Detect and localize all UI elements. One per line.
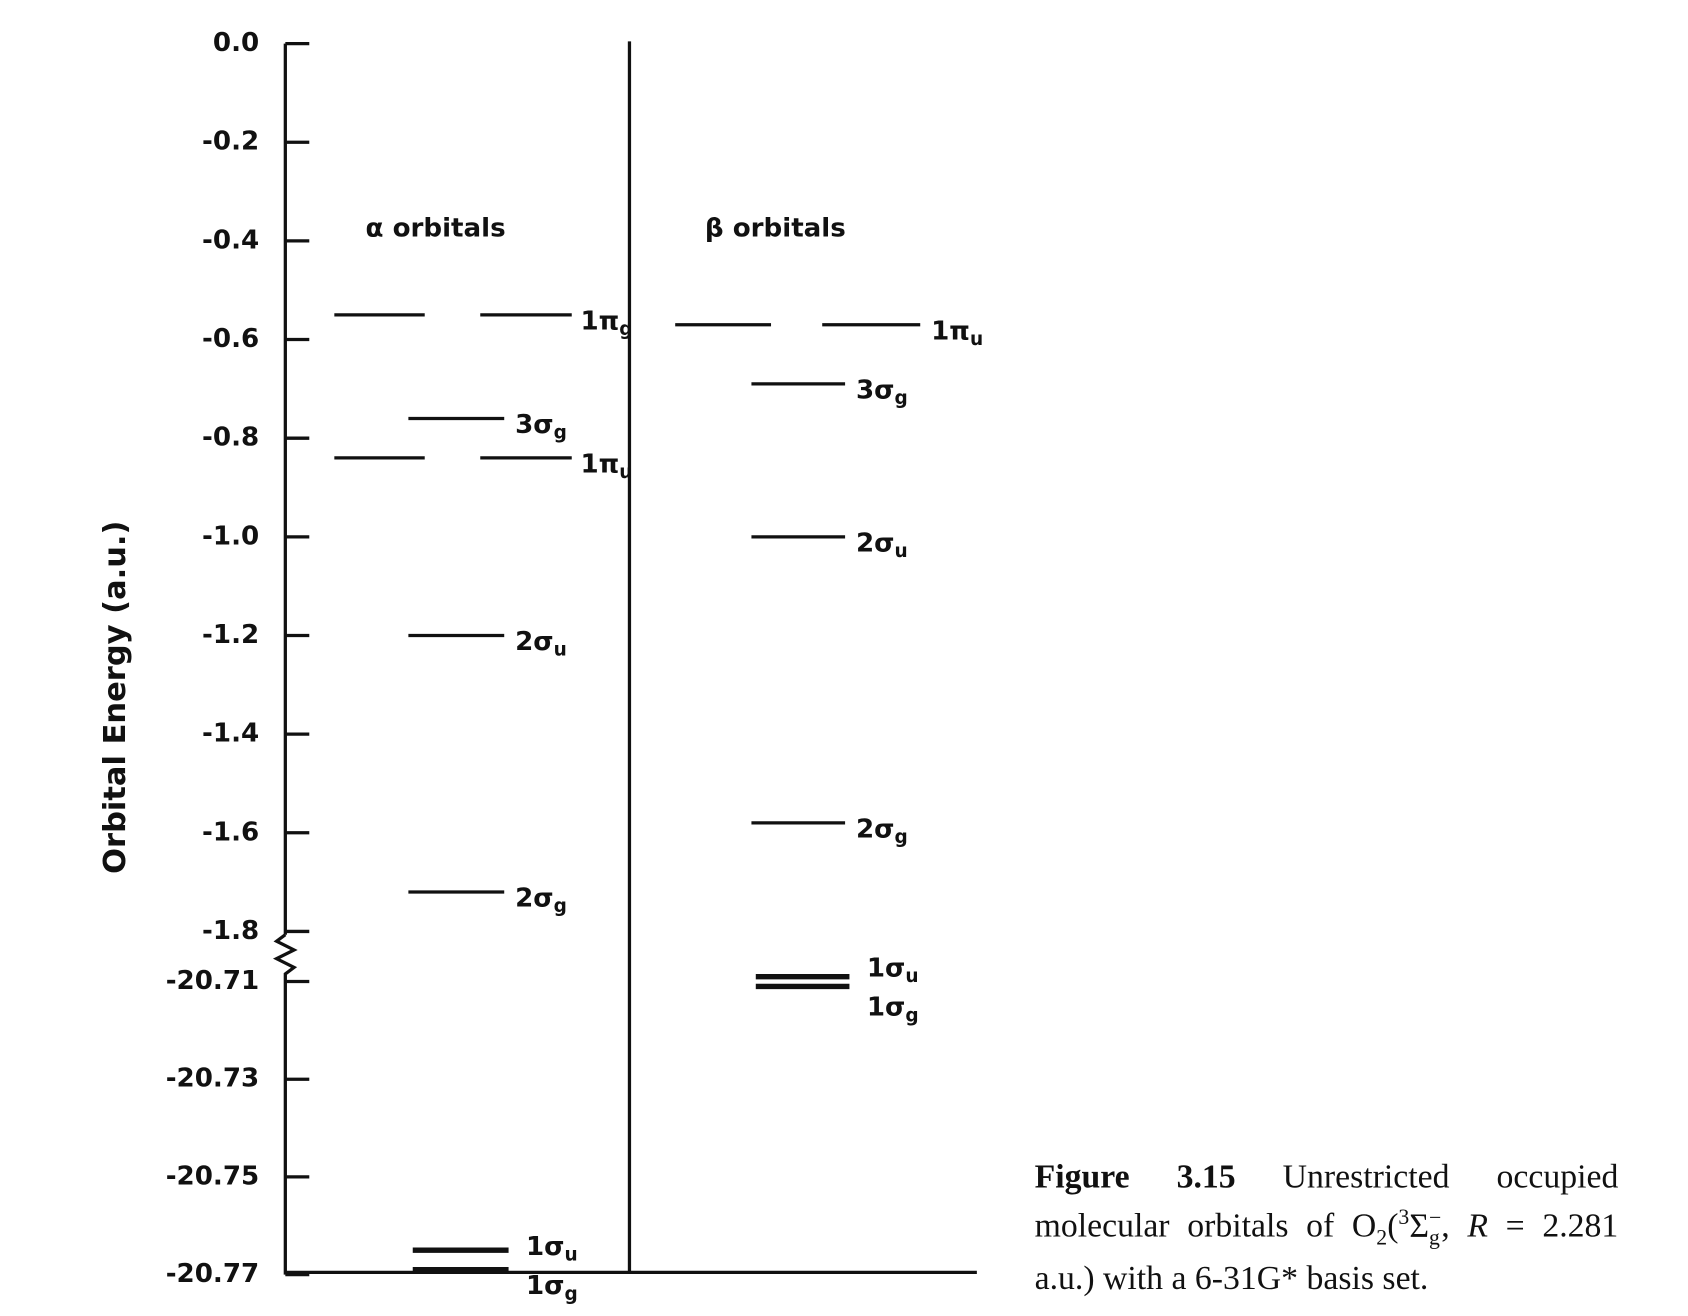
column-header: β orbitals <box>705 213 846 243</box>
level-label: 3σg <box>856 375 908 409</box>
orbital-symmetry: g <box>565 1284 578 1305</box>
orbital-name: 2σ <box>856 814 895 844</box>
level-label: 1σu <box>526 1231 578 1265</box>
orbital-name: 1σ <box>867 992 906 1022</box>
orbital-name: 2σ <box>856 528 895 558</box>
y-tick-label: -1.6 <box>202 817 259 847</box>
y-tick-label: -1.2 <box>202 620 259 650</box>
orbital-name: 2σ <box>515 627 554 657</box>
orbital-symmetry: u <box>895 541 908 562</box>
caption-text: ( <box>1387 1205 1399 1245</box>
level-label: 1πu <box>580 449 632 483</box>
level-label: 1πg <box>580 306 632 340</box>
y-tick-label: -20.75 <box>166 1161 259 1191</box>
orbital-symmetry: g <box>895 827 908 848</box>
y-tick-label: -1.0 <box>202 521 259 551</box>
orbital-symmetry: g <box>905 1005 918 1026</box>
caption-text: Σ <box>1409 1205 1429 1245</box>
orbital-symmetry: g <box>554 423 567 444</box>
y-tick-label: -20.73 <box>166 1064 259 1094</box>
caption-text: 2 <box>1376 1225 1388 1250</box>
orbital-symmetry: u <box>619 462 632 483</box>
level-label: 2σu <box>856 528 908 562</box>
level-label: 2σg <box>515 883 567 917</box>
caption: Figure 3.15 Unrestricted occupied molecu… <box>1035 1153 1619 1303</box>
y-tick-label: -20.77 <box>166 1259 259 1289</box>
orbital-name: 1π <box>580 449 619 479</box>
caption-text: Unrestricted occupied molecular orbitals… <box>1034 1156 1619 1245</box>
axis-break <box>272 933 298 1275</box>
level-label: 1σg <box>526 1271 578 1305</box>
orbital-name: 1σ <box>867 953 906 983</box>
y-tick-label: -20.71 <box>166 966 259 996</box>
level-label: 3σg <box>515 409 567 443</box>
y-tick-label: -1.4 <box>202 719 259 749</box>
caption-text: = 2.281 a.u.) with a 6-31G* basis set. <box>1034 1205 1619 1297</box>
orbital-name: 1π <box>580 306 619 336</box>
y-tick-label: -0.4 <box>202 225 259 255</box>
caption-label: Figure 3.15 <box>1034 1156 1236 1196</box>
y-tick-label: -0.8 <box>202 423 259 453</box>
orbital-name: 3σ <box>856 375 895 405</box>
level-label: 2σg <box>856 814 908 848</box>
level-label: 2σu <box>515 627 567 661</box>
orbital-name: 2σ <box>515 883 554 913</box>
orbital-symmetry: u <box>565 1245 578 1266</box>
caption-text: − <box>1428 1205 1442 1230</box>
level-label: 1σu <box>867 953 919 987</box>
orbital-symmetry: g <box>554 896 567 917</box>
orbital-name: 1σ <box>526 1271 565 1301</box>
y-tick-label: -0.6 <box>202 324 259 354</box>
level-label: 1πu <box>931 316 983 350</box>
orbital-name: 1π <box>931 316 970 346</box>
y-axis-label: Orbital Energy (a.u.) <box>98 521 133 874</box>
orbital-symmetry: g <box>619 319 632 340</box>
orbital-symmetry: u <box>905 966 918 987</box>
orbital-symmetry: u <box>554 640 567 661</box>
orbital-symmetry: g <box>895 388 908 409</box>
caption-text: , <box>1441 1205 1468 1245</box>
orbital-name: 1σ <box>526 1231 565 1261</box>
column-header: α orbitals <box>366 213 506 243</box>
caption-text: 3 <box>1398 1205 1410 1230</box>
y-tick-label: 0.0 <box>213 28 259 58</box>
y-tick-label: -0.2 <box>202 127 259 157</box>
caption-box: Figure 3.15 Unrestricted occupied molecu… <box>1035 1153 1619 1303</box>
y-tick-label: -1.8 <box>202 916 259 946</box>
caption-text: g <box>1428 1225 1440 1250</box>
caption-text: R <box>1467 1205 1488 1245</box>
orbital-name: 3σ <box>515 409 554 439</box>
level-label: 1σg <box>867 992 919 1026</box>
orbital-symmetry: u <box>970 329 983 350</box>
